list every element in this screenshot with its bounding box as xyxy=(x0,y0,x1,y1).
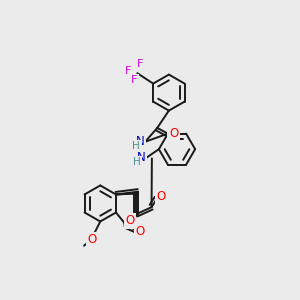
Text: H: H xyxy=(133,157,140,167)
Text: F: F xyxy=(131,75,138,85)
Text: O: O xyxy=(88,233,97,246)
Text: N: N xyxy=(136,135,145,148)
Text: H: H xyxy=(132,141,140,151)
Text: O: O xyxy=(125,214,135,227)
Text: O: O xyxy=(136,225,145,238)
Text: O: O xyxy=(156,190,166,203)
Text: N: N xyxy=(137,151,146,164)
Text: F: F xyxy=(125,66,132,76)
Text: O: O xyxy=(169,128,178,140)
Text: F: F xyxy=(136,59,143,69)
